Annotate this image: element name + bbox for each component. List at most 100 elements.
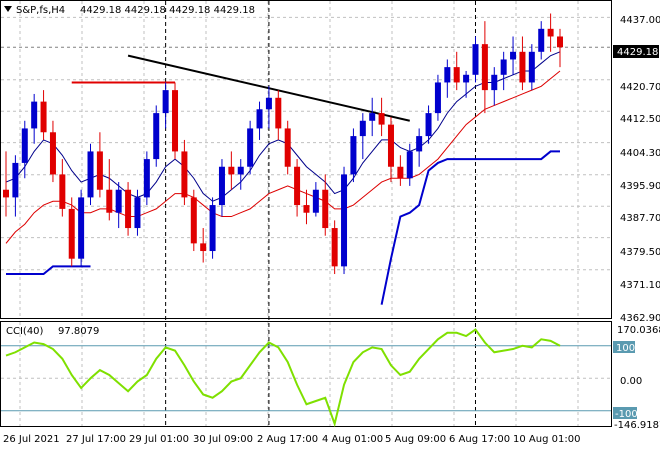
ohlc-label: 4429.18 4429.18 4429.18 4429.18 [80,5,255,16]
price-tick: 4379.50 [620,247,660,258]
candle-body [331,228,338,267]
slow-ma-line [5,70,561,244]
cci-neg100-label: -100 [615,409,638,420]
cci-series-line [5,328,561,428]
candle-body [387,124,394,167]
cci-level-lines [1,345,611,412]
price-tick: 4404.30 [620,148,660,159]
current-price-box [613,45,659,58]
candle-body [96,151,103,190]
candle-body [68,208,75,259]
candle-body [472,44,479,75]
cci-100-label: 100 [616,343,635,354]
cci-neg100-box [613,407,637,419]
price-tick: 4437.00 [620,15,660,26]
candle-body [510,51,517,60]
candle-body [416,136,423,152]
candle-body [322,189,329,229]
candle-body [528,51,535,83]
time-label: 10 Aug 01:00 [513,434,580,445]
candle-body [303,205,310,213]
price-tick: 4362.90 [620,313,660,324]
candle-body [406,151,413,179]
candle-body [31,101,38,129]
candle-body [359,120,366,137]
candle-body [49,132,56,175]
candle-body [87,151,94,198]
cci-pane-frame [0,321,612,427]
price-tick: 4371.10 [620,280,660,291]
candle-body [491,74,498,91]
time-label: 4 Aug 01:00 [322,434,383,445]
time-label: 29 Jul 01:00 [129,434,189,445]
candles [3,13,563,275]
candle-body [538,28,545,52]
candle-body [106,189,113,213]
candle-body [434,82,441,114]
price-tick: 4420.70 [620,82,660,93]
support-channel-line [380,150,560,305]
candle-body [209,205,216,252]
time-label: 26 Jul 2021 [3,434,60,445]
candle-body [547,28,554,37]
candle-body [341,174,348,267]
price-tick: 4412.50 [620,114,660,125]
candle-body [500,59,507,75]
candle-body [294,166,301,206]
candle-body [444,67,451,83]
candle-body [247,128,254,167]
cci-line [5,328,561,428]
symbol-label: S&P,fs,H4 [16,5,65,16]
time-label: 30 Jul 09:00 [193,434,253,445]
candle-body [284,128,291,167]
candle-body [12,162,19,198]
time-label: 2 Aug 17:00 [257,434,318,445]
candle-body [228,166,235,175]
candle-body [115,189,122,213]
candle-body [134,197,141,229]
candle-body [125,189,132,229]
candle-body [21,128,28,163]
candle-body [378,113,385,125]
cci-name-label: CCI(40) [6,326,44,337]
price-tick: 4387.70 [620,213,660,224]
chart-menu-triangle-icon[interactable] [4,6,12,12]
time-axis: 26 Jul 2021 27 Jul 17:00 29 Jul 01:00 30… [3,434,580,445]
candle-body [78,197,85,259]
time-label: 27 Jul 17:00 [66,434,126,445]
candle-body [397,166,404,179]
candle-body [162,90,169,114]
candle-body [40,101,47,133]
candle-body [312,189,319,213]
candle-body [237,166,244,175]
candle-body [453,67,460,83]
candle-body [218,166,225,206]
candle-body [200,243,207,252]
price-tick: 4395.90 [620,181,660,192]
price-axis: 4437.00 4420.70 4412.50 4404.30 4395.90 … [613,15,660,324]
cci-value-label: 97.8079 [58,326,99,337]
current-price-label: 4429.18 [617,47,658,58]
cci-100-box [613,341,635,353]
candle-body [369,113,376,121]
candle-body [557,36,563,48]
cci-bottom-label: -146.9187 [614,420,660,431]
cci-axis: 170.0368 100 0.00 -100 -146.9187 [613,325,660,431]
candle-body [265,97,272,110]
candle-body [172,90,179,152]
left-step-line [6,265,91,276]
candle-body [519,51,526,83]
candle-body [425,113,432,137]
candle-body [275,97,282,129]
candle-body [256,109,263,129]
time-label: 6 Aug 17:00 [449,434,510,445]
time-label: 5 Aug 09:00 [385,434,446,445]
candle-body [153,113,160,160]
candle-body [181,151,188,198]
candle-body [481,44,488,91]
candle-body [190,197,197,244]
candle-body [463,74,470,83]
candle-body [3,189,9,198]
